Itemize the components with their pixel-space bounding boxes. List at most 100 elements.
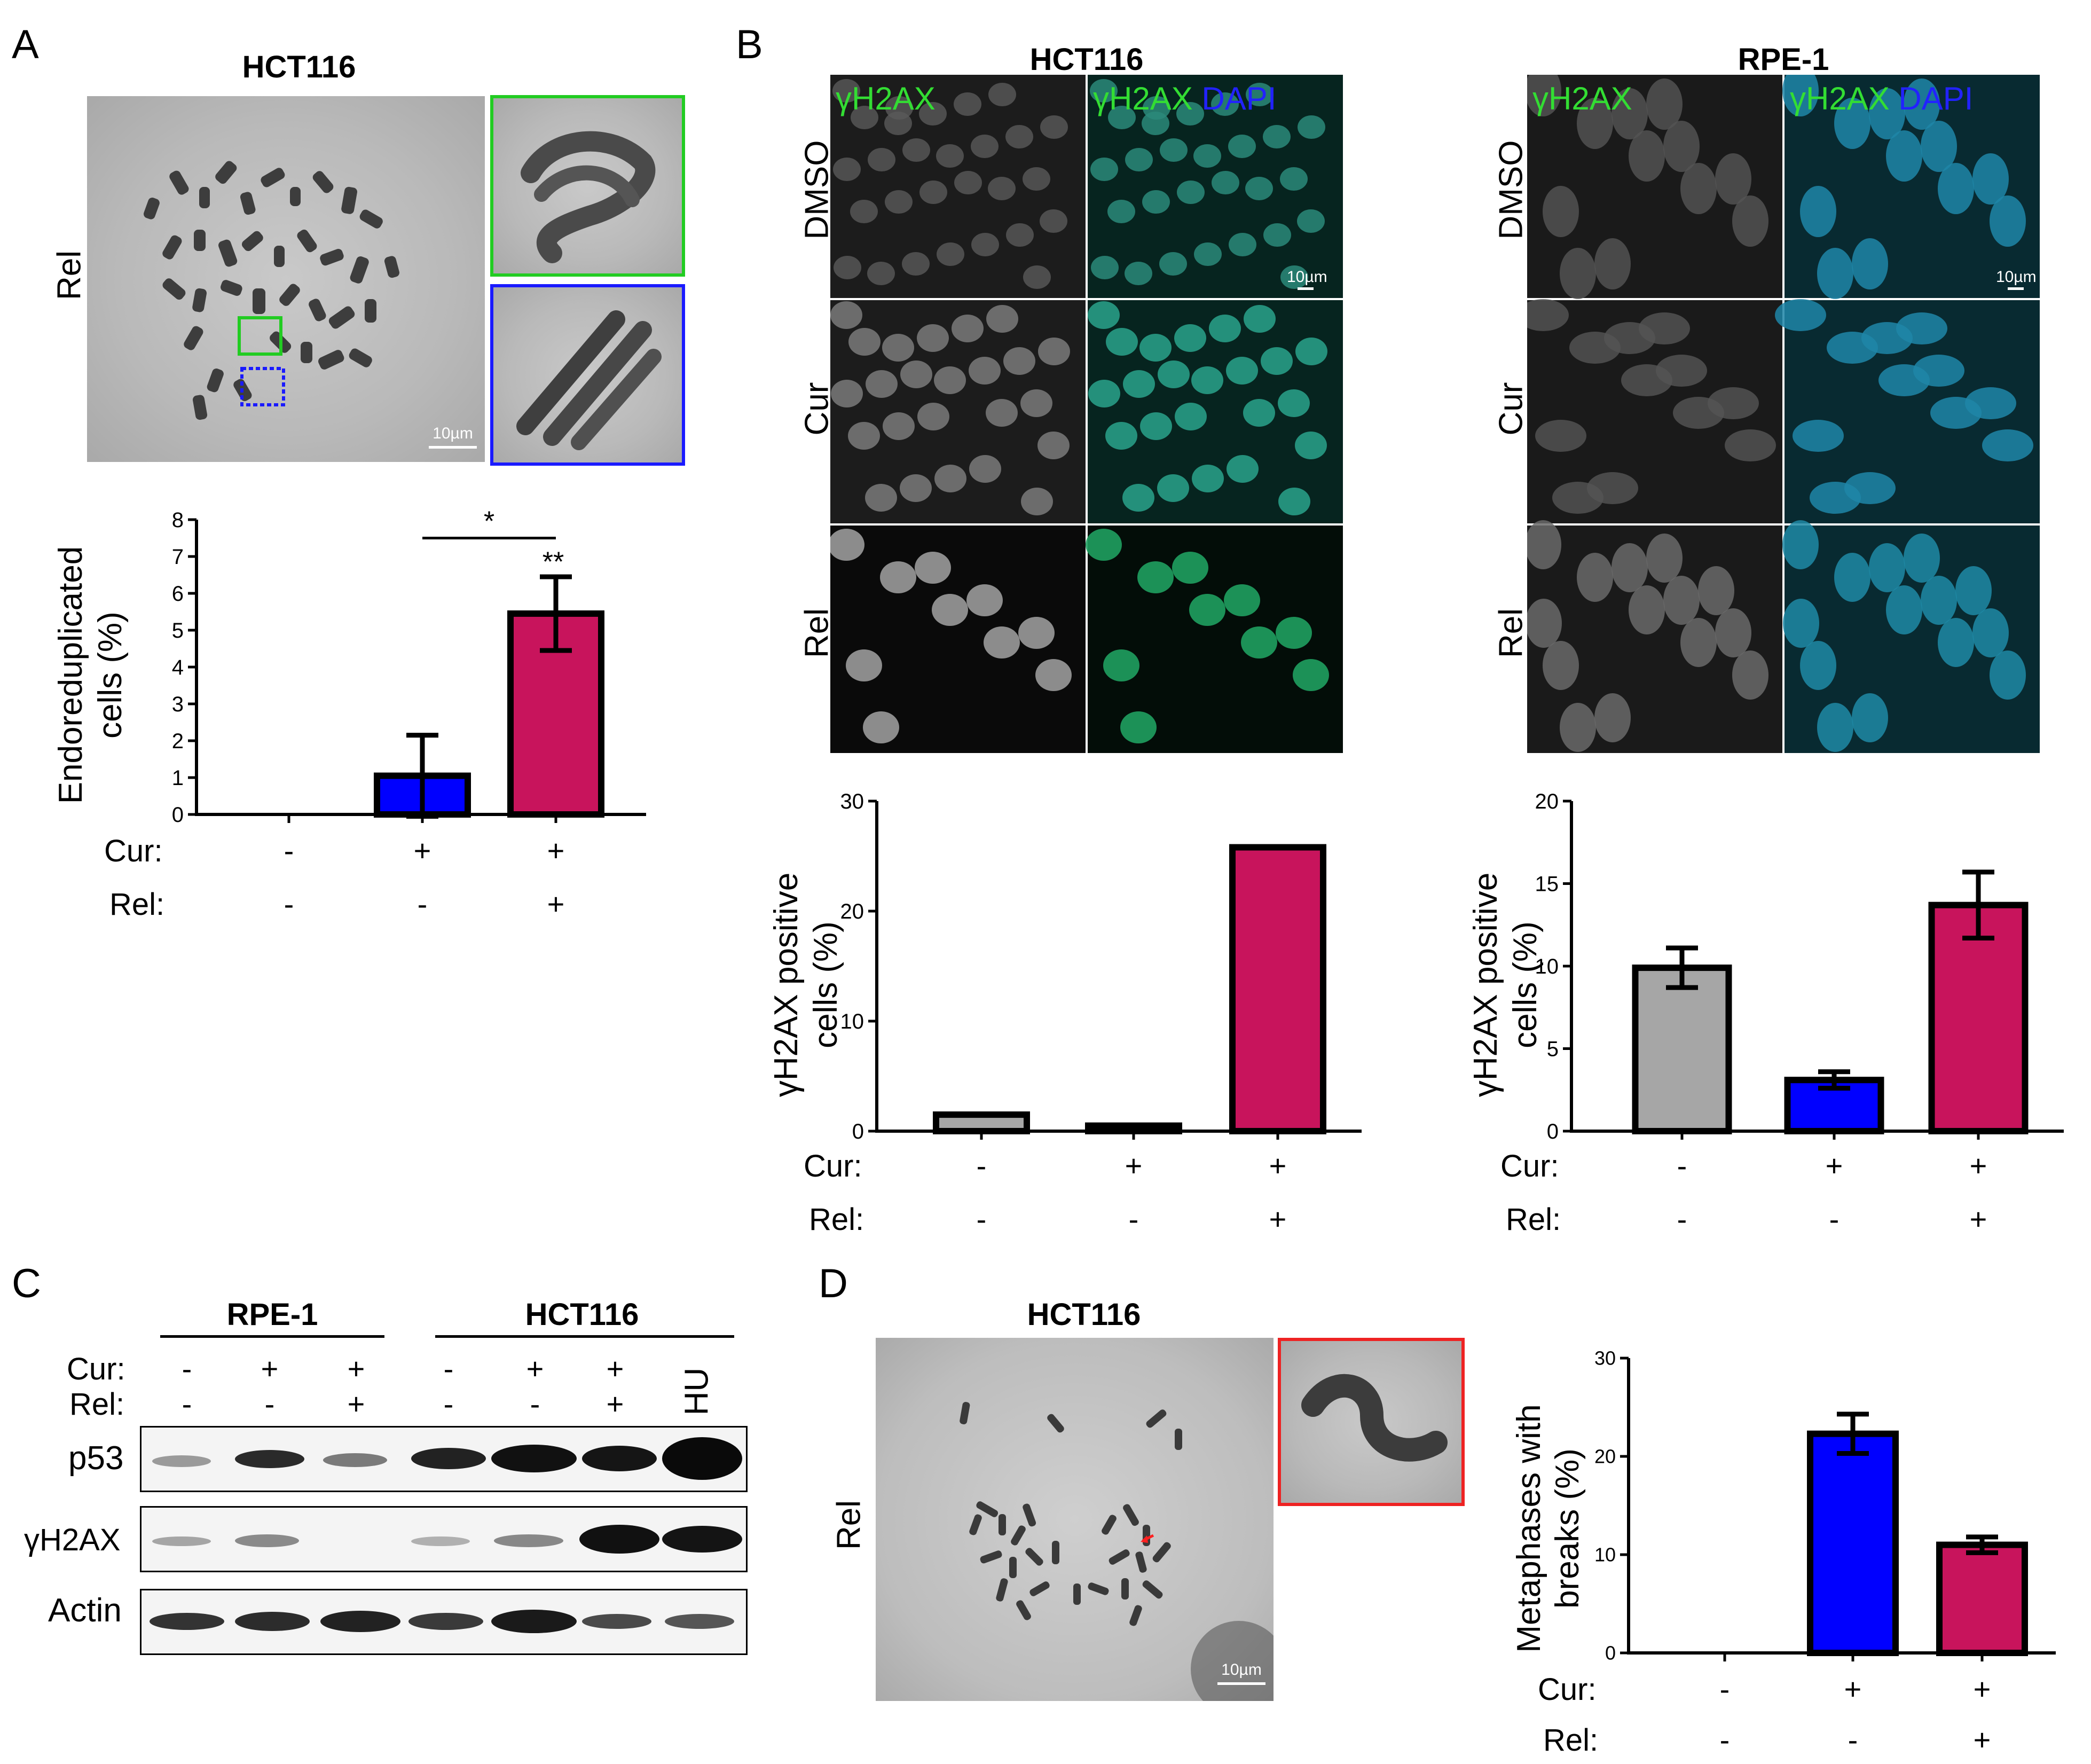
rpe-if-grid: γH2AX γH2AX DAPI 10µm — [1527, 75, 2040, 753]
panel-a-title: HCT116 — [242, 50, 356, 84]
nucleus — [1955, 566, 1992, 615]
hct-chan1-label: γH2AX — [836, 81, 936, 116]
chart-d-cur-2: + — [1844, 1672, 1862, 1706]
band — [235, 1612, 310, 1631]
nucleus — [1125, 148, 1153, 171]
nucleus — [1224, 584, 1260, 616]
blot-cur-2: + — [261, 1352, 279, 1385]
nucleus — [917, 324, 949, 352]
spacer — [113, 171, 139, 192]
nucleus — [834, 256, 861, 279]
nucleus — [1175, 403, 1207, 430]
nucleus — [1209, 315, 1241, 342]
nucleus — [851, 106, 878, 129]
chart-b-rpe-rel-2: - — [1829, 1202, 1840, 1236]
nucleus — [1243, 399, 1275, 427]
nucleus — [1193, 144, 1221, 168]
nucleus — [1143, 96, 1170, 120]
blot-rel-label: Rel: — [69, 1387, 125, 1422]
nucleus — [1194, 242, 1222, 266]
bar — [1229, 844, 1326, 1134]
nucleus — [865, 484, 897, 512]
nucleus — [902, 138, 930, 162]
nucleus — [1852, 238, 1888, 289]
nucleus — [1844, 472, 1896, 504]
y-tick-label: 6 — [172, 582, 184, 606]
nucleus — [1560, 703, 1596, 752]
y-tick-label: 10 — [1594, 1544, 1616, 1566]
bar — [1632, 965, 1732, 1134]
nucleus — [1295, 432, 1327, 459]
y-tick-label: 20 — [1594, 1446, 1616, 1468]
scale-text-d: 10µm — [1221, 1661, 1262, 1679]
nucleus — [917, 403, 949, 430]
chart-d-cur-1: - — [1719, 1672, 1730, 1706]
nucleus — [1298, 115, 1325, 139]
metaphase-image-d: 10µm — [876, 1338, 1274, 1701]
chart-b-hct-cur-1: - — [976, 1149, 987, 1182]
blot-p53 — [140, 1426, 748, 1492]
nucleus — [1656, 355, 1707, 387]
nucleus — [1982, 429, 2033, 461]
nucleus — [1090, 158, 1118, 181]
panel-label-a: A — [12, 22, 39, 67]
nucleus — [863, 711, 899, 743]
inset-box-green — [238, 316, 282, 356]
metaphase-image-a: 10µm — [87, 96, 485, 462]
chart-b-rpe-rel-label: Rel: — [1506, 1202, 1561, 1237]
nucleus — [1172, 552, 1208, 584]
nucleus — [1543, 186, 1579, 237]
band — [411, 1536, 470, 1546]
y-tick-label: 15 — [1535, 873, 1559, 896]
nucleus — [1725, 429, 1776, 461]
hct-scale-text: 10µm — [1287, 268, 1327, 286]
nucleus — [1612, 543, 1648, 592]
y-tick-label: 30 — [840, 790, 864, 813]
nucleus — [1192, 465, 1224, 492]
nucleus — [1212, 171, 1239, 194]
nucleus — [830, 529, 864, 561]
band — [662, 1437, 742, 1480]
nucleus — [1904, 79, 1940, 130]
chart-b-hct-rel-label: Rel: — [809, 1202, 864, 1237]
chromosome-spread-a — [113, 161, 399, 420]
nucleus — [1663, 121, 1700, 172]
nucleus — [1708, 387, 1759, 419]
hct-chan2-label: γH2AX DAPI — [1093, 81, 1277, 116]
chart-a-ylabel: Endoreduplicated cells (%) — [52, 546, 129, 804]
band — [411, 1448, 486, 1469]
nucleus — [1160, 138, 1188, 162]
blot-rel-5: - — [530, 1387, 540, 1421]
nucleus — [1040, 209, 1067, 233]
nucleus — [1018, 617, 1055, 649]
nucleus — [1527, 599, 1562, 648]
nucleus — [1189, 594, 1225, 626]
blot-cur-5: + — [526, 1352, 544, 1385]
nucleus — [1123, 370, 1155, 398]
nucleus — [988, 83, 1016, 106]
blot-row-p53: p53 — [68, 1440, 124, 1477]
blot-actin — [140, 1589, 748, 1655]
nucleus — [1088, 380, 1120, 407]
scale-text-a: 10µm — [433, 425, 473, 442]
nucleus — [1137, 561, 1174, 593]
panel-label-c: C — [12, 1261, 41, 1306]
chart-b-rpe-cur-1: - — [1677, 1149, 1687, 1182]
nucleus — [1800, 186, 1836, 237]
nucleus — [1913, 355, 1964, 387]
nucleus — [919, 102, 947, 126]
rpe-chan1-label: γH2AX — [1532, 81, 1632, 116]
nucleus — [1594, 238, 1631, 289]
panel-d-row-label: Rel — [830, 1500, 868, 1550]
band — [662, 1526, 742, 1553]
nucleus — [1938, 163, 1974, 214]
y-tick-label: 4 — [172, 656, 184, 679]
nucleus — [1105, 422, 1137, 450]
nucleus — [1023, 167, 1050, 191]
nucleus — [833, 158, 861, 181]
nucleus — [1191, 366, 1223, 394]
nucleus — [1086, 529, 1122, 561]
y-tick-label: 0 — [1547, 1120, 1559, 1143]
nucleus — [1040, 115, 1068, 139]
band — [152, 1455, 211, 1467]
